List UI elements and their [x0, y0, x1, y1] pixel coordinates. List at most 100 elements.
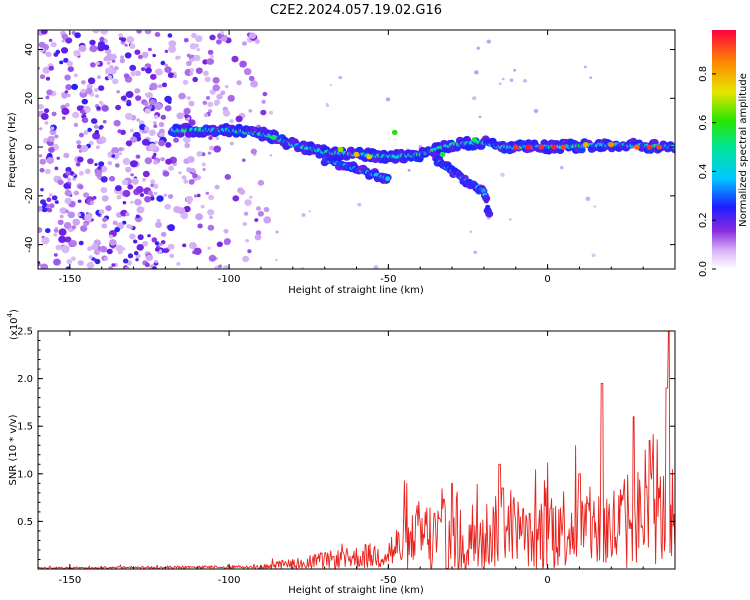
spectrogram-cell [183, 205, 191, 213]
y-tick-label: 1.0 [17, 469, 33, 480]
spectrogram-cell [207, 209, 215, 216]
spectrogram-cell [87, 127, 92, 132]
spectrogram-cell [115, 244, 124, 252]
spectrogram-cell [178, 92, 186, 100]
spectrogram-cell [158, 84, 163, 88]
spectrogram-cell [220, 31, 225, 35]
spectrogram-cell [111, 263, 116, 267]
spectrogram-cell [155, 221, 162, 228]
spectrogram-cell [261, 99, 266, 104]
spectrogram-cell [107, 75, 113, 80]
spectrogram-cell [144, 157, 153, 165]
spectrogram-cell [83, 130, 89, 135]
spectrogram-cell [99, 100, 104, 105]
spectrogram-cell [124, 52, 132, 59]
spectrogram-cell [203, 70, 209, 77]
spectrogram-cell [61, 39, 65, 43]
spectrogram-cell [242, 221, 248, 227]
spectrogram-cell [254, 39, 260, 44]
spectrogram-cell [134, 198, 142, 206]
spectrogram-cell [100, 187, 108, 194]
spectrogram-cell [89, 200, 95, 205]
spectrogram-cell [67, 66, 75, 72]
spectrogram-cell [106, 61, 111, 65]
spectrogram-cell [135, 95, 142, 101]
x-tick-label: 0 [544, 274, 550, 285]
spectrogram-cell [61, 33, 68, 40]
spectrogram-cell [45, 76, 51, 81]
spectrogram-cell [80, 88, 86, 94]
spectrogram-cell [188, 242, 197, 250]
spectrogram-cell [167, 72, 175, 79]
spectrogram-cell [124, 43, 128, 47]
spectrogram-cell [107, 161, 113, 166]
spectrogram-cell [193, 194, 198, 198]
spectrogram-cell [478, 115, 482, 118]
spectrogram-cell [583, 65, 587, 69]
spectrogram-cell [71, 225, 77, 230]
spectrogram-cell [152, 183, 159, 189]
spectrogram-cell [129, 160, 138, 168]
spectrogram-cell [164, 63, 169, 67]
colorbar-tick-label: 0.6 [698, 115, 709, 131]
spectrogram-x-label: Height of straight line (km) [288, 285, 424, 296]
spectrogram-cell [469, 230, 473, 233]
spectrogram-cell [50, 41, 57, 48]
spectrogram-cell [486, 39, 491, 44]
spectrogram-cell [83, 192, 90, 198]
spectrogram-cell [42, 66, 51, 74]
spectrogram-cell [46, 197, 52, 202]
spectrogram-cell [249, 195, 253, 199]
spectrogram-cell [165, 158, 173, 165]
spectrogram-cell [373, 265, 379, 269]
spectrogram-cell [122, 189, 131, 198]
spectrogram-cell [223, 228, 229, 234]
spectrogram-cell [144, 262, 150, 268]
spectrogram-cell [235, 115, 243, 123]
spectrogram-cell [193, 54, 201, 62]
spectrogram-cell [167, 100, 172, 104]
spectrogram-cell [176, 262, 181, 266]
spectrogram-cell [208, 109, 213, 113]
spectrogram-cell [249, 32, 257, 39]
spectrogram-cell [207, 101, 214, 108]
spectrogram-cell [175, 55, 180, 60]
spectrogram-cell [183, 179, 189, 184]
spectrogram-cell [300, 266, 304, 269]
x-tick-label: -100 [218, 575, 241, 586]
spectrogram-cell [243, 211, 249, 216]
spectrogram-cell [202, 168, 206, 171]
spectrogram-cell [123, 73, 130, 79]
spectrogram-cell [135, 154, 141, 159]
spectrogram-cell [209, 215, 213, 219]
spectrogram-cell [509, 78, 514, 82]
spectrogram-cell [248, 109, 253, 113]
spectrogram-cell [118, 152, 122, 156]
spectrogram-cell [245, 239, 250, 243]
spectrogram-cell [257, 179, 265, 186]
x-tick-label: -150 [58, 274, 81, 285]
spectrogram-cell [66, 60, 73, 67]
spectrogram-cell [40, 30, 48, 35]
spectrogram-cell [189, 43, 197, 50]
spectrogram-cell [589, 76, 593, 79]
spectrogram-cell [53, 233, 58, 237]
spectrogram-cell [63, 222, 72, 229]
spectrogram-cell [221, 36, 228, 42]
spectrogram-cell [42, 202, 48, 207]
y-tick-label: 20 [24, 92, 35, 105]
spectrogram-cell [111, 59, 116, 63]
spectrogram-cell [275, 258, 278, 261]
spectrogram-cell [122, 201, 127, 205]
spectrogram-cell [78, 240, 84, 246]
spectrogram-cell [164, 66, 172, 73]
spectrogram-cell [500, 172, 505, 177]
spectrogram-cell [136, 30, 142, 34]
spectrogram-cell [38, 154, 43, 158]
spectrogram-cell [255, 230, 262, 236]
spectrogram-cell [208, 136, 213, 140]
spectrogram-cell [196, 48, 200, 52]
spectrogram-cell [88, 255, 93, 260]
y-tick-label: -40 [24, 236, 35, 252]
spectrogram-cell [108, 175, 116, 182]
